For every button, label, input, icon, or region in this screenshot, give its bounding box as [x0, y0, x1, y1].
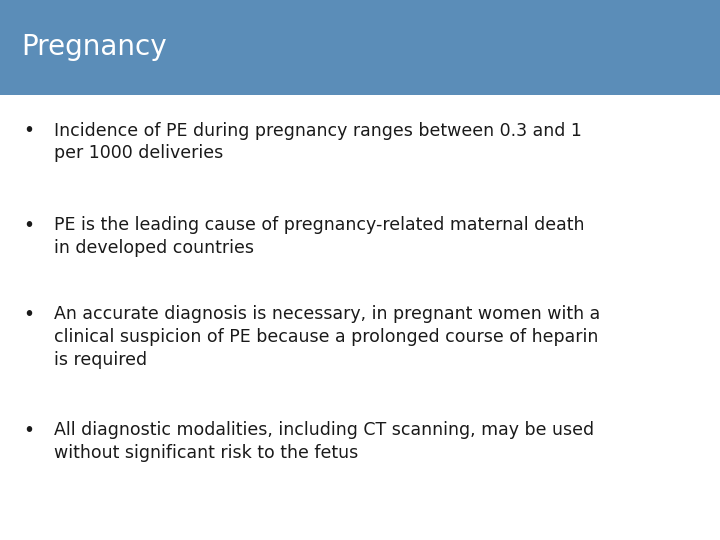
Text: •: •	[23, 421, 35, 440]
Text: •: •	[23, 122, 35, 140]
Text: All diagnostic modalities, including CT scanning, may be used
without significan: All diagnostic modalities, including CT …	[54, 421, 594, 462]
Text: •: •	[23, 216, 35, 235]
Text: Pregnancy: Pregnancy	[22, 33, 167, 61]
Text: •: •	[23, 305, 35, 324]
Text: An accurate diagnosis is necessary, in pregnant women with a
clinical suspicion : An accurate diagnosis is necessary, in p…	[54, 305, 600, 369]
Text: PE is the leading cause of pregnancy-related maternal death
in developed countri: PE is the leading cause of pregnancy-rel…	[54, 216, 585, 257]
FancyBboxPatch shape	[0, 0, 720, 94]
Text: Incidence of PE during pregnancy ranges between 0.3 and 1
per 1000 deliveries: Incidence of PE during pregnancy ranges …	[54, 122, 582, 163]
